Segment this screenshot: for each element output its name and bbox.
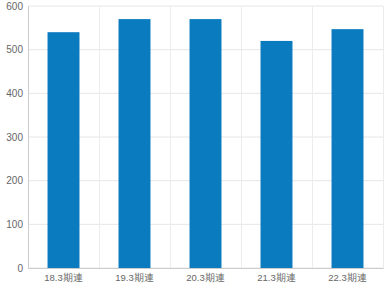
category-divider (312, 6, 313, 268)
bars (48, 19, 364, 268)
x-tick-label: 18.3期連 (44, 272, 83, 283)
y-tick-label: 500 (6, 44, 23, 55)
y-tick: 300 (6, 132, 28, 143)
x-axis: 18.3期連 19.3期連 20.3期連 21.3期連 22.3期連 (29, 268, 384, 283)
bar (332, 29, 364, 268)
x-tick: 20.3期連 (186, 268, 225, 283)
y-axis: 0 100 200 300 400 500 600 (6, 1, 28, 274)
y-tick-label: 600 (6, 1, 23, 12)
y-tick: 500 (6, 44, 28, 55)
plot: 0 100 200 300 400 500 600 18.3期連 19.3期連 20.3期連 21.… (6, 1, 383, 283)
x-axis-line (29, 268, 384, 269)
x-tick-label: 19.3期連 (115, 272, 154, 283)
category-divider (241, 6, 242, 268)
y-tick: 200 (6, 175, 28, 186)
y-tick: 600 (6, 1, 28, 12)
y-tick-label: 0 (17, 263, 23, 274)
category-divider (28, 6, 29, 268)
bar (48, 32, 80, 268)
grid-line (28, 6, 383, 7)
x-tick: 19.3期連 (115, 268, 154, 283)
y-tick-label: 200 (6, 175, 23, 186)
y-tick-label: 100 (6, 219, 23, 230)
x-tick-label: 22.3期連 (328, 272, 367, 283)
y-tick: 100 (6, 219, 28, 230)
bar (190, 19, 222, 268)
category-divider (383, 6, 384, 268)
y-tick-label: 300 (6, 132, 23, 143)
x-tick: 21.3期連 (257, 268, 296, 283)
x-tick-label: 20.3期連 (186, 272, 225, 283)
grid (28, 6, 384, 268)
x-tick: 18.3期連 (44, 268, 83, 283)
category-divider (170, 6, 171, 268)
y-tick-label: 400 (6, 88, 23, 99)
bar (119, 19, 151, 268)
category-divider (99, 6, 100, 268)
x-tick-label: 21.3期連 (257, 272, 296, 283)
y-axis-line (28, 7, 29, 269)
x-tick: 22.3期連 (328, 268, 367, 283)
y-tick: 400 (6, 88, 28, 99)
bar (261, 41, 293, 268)
y-tick: 0 (17, 263, 28, 274)
chart: 0 100 200 300 400 500 600 18.3期連 19.3期連 20.3期連 21.… (0, 0, 384, 290)
